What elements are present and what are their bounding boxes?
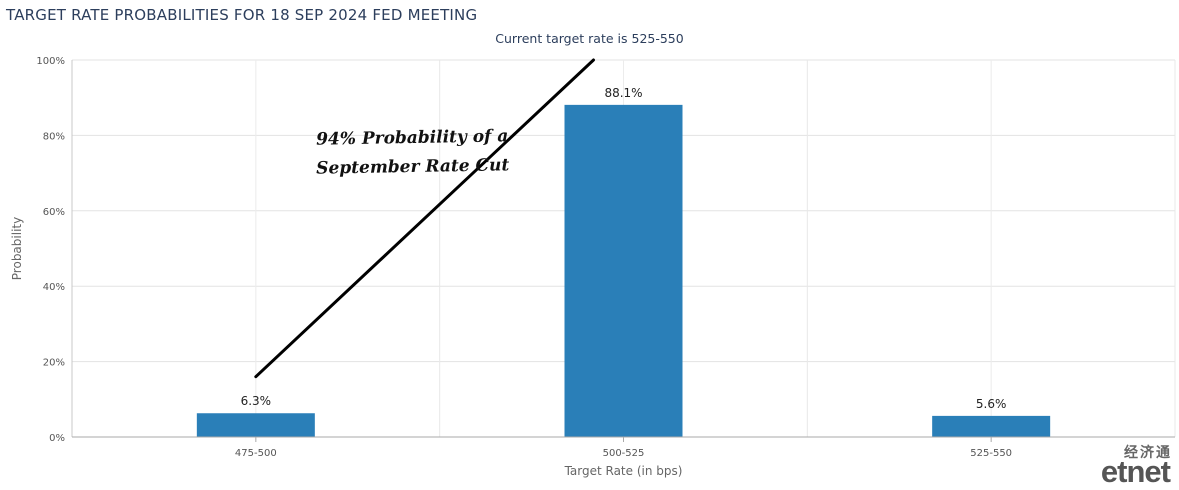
data-labels: 6.3% 88.1% 5.6% [241, 86, 1007, 411]
annotation-line-1: 94% Probability of a [315, 126, 509, 150]
chart-title: TARGET RATE PROBABILITIES FOR 18 SEP 202… [6, 6, 478, 24]
y-tick-label: 80% [43, 131, 65, 142]
bar [196, 413, 315, 437]
x-tick-label: 475-500 [235, 448, 277, 459]
bar-data-label: 5.6% [976, 397, 1007, 411]
annotation-line-2: September Rate Cut [316, 155, 510, 179]
bar-data-label: 88.1% [604, 86, 642, 100]
y-tick-label: 60% [43, 207, 65, 218]
x-axis-title: Target Rate (in bps) [564, 464, 683, 478]
y-tick-label: 20% [43, 358, 65, 369]
y-tick-label: 0% [49, 433, 65, 444]
annotation-line [254, 58, 595, 379]
axes: 0% 20% 40% 60% 80% 100% 475-500 500-525 525-550 [36, 56, 1175, 459]
y-tick-label: 40% [43, 282, 65, 293]
bars [196, 104, 1051, 437]
y-tick-label: 100% [36, 56, 65, 67]
bar [564, 104, 683, 437]
etnet-logo: 经济通 etnet [1092, 442, 1176, 489]
annotation-text: 94% Probability of a September Rate Cut [315, 122, 511, 183]
annotation-line-group [254, 58, 595, 379]
bar [932, 415, 1051, 437]
y-axis-title: Probability [10, 217, 24, 280]
x-tick-label: 500-525 [603, 448, 645, 459]
logo-chinese-text: 经济通 [1124, 445, 1172, 461]
logo-english-text: etnet [1100, 454, 1171, 489]
bar-data-label: 6.3% [241, 394, 272, 408]
chart-subtitle: Current target rate is 525-550 [495, 31, 684, 46]
x-tick-label: 525-550 [970, 448, 1012, 459]
